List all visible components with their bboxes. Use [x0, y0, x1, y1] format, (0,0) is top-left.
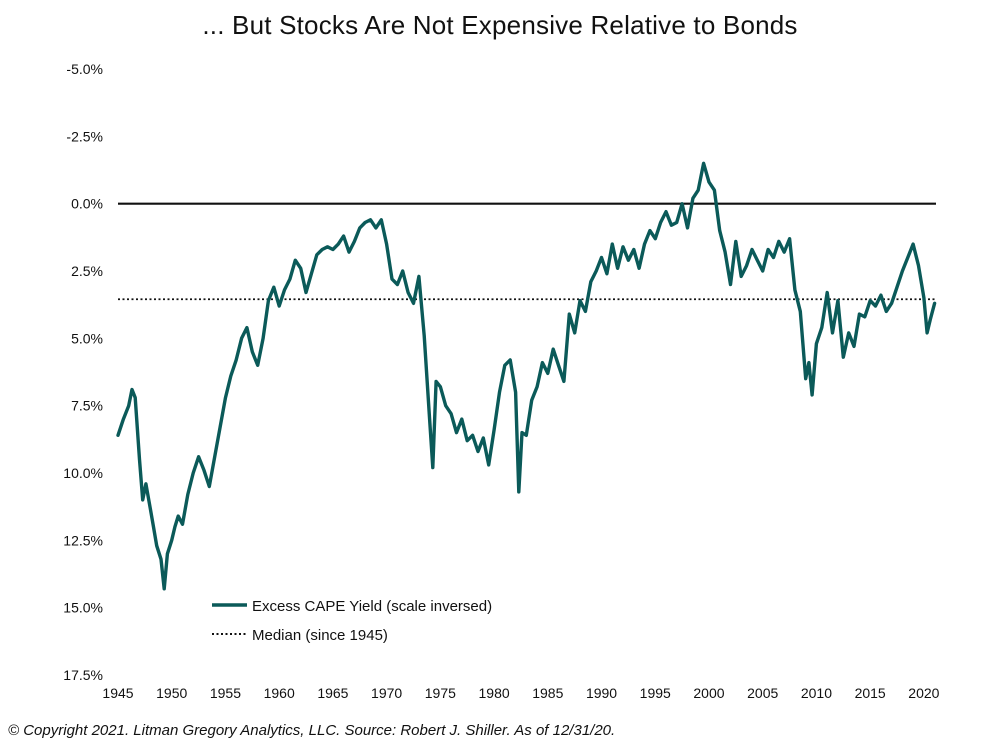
reference-lines — [118, 202, 936, 301]
x-tick-label: 1945 — [102, 685, 133, 701]
y-tick-label: 17.5% — [63, 667, 103, 683]
x-tick-label: 1955 — [210, 685, 241, 701]
x-tick-label: 2020 — [908, 685, 939, 701]
x-tick-label: 1995 — [640, 685, 671, 701]
x-tick-label: 2000 — [693, 685, 724, 701]
series-line-excess-cape-yield — [116, 161, 937, 591]
x-axis: 1945 1950 1955 1960 1965 1970 1975 1980 1985 1990… — [102, 685, 939, 701]
y-tick-label: 10.0% — [63, 465, 103, 481]
legend-label-excess-cape-yield: Excess CAPE Yield (scale inversed) — [252, 598, 492, 615]
legend: Excess CAPE Yield (scale inversed) Media… — [212, 598, 492, 644]
x-tick-label: 1990 — [586, 685, 617, 701]
y-tick-label: 7.5% — [71, 398, 103, 414]
x-tick-label: 1975 — [425, 685, 456, 701]
y-tick-label: 2.5% — [71, 263, 103, 279]
x-tick-label: 2010 — [801, 685, 832, 701]
y-tick-label: 0.0% — [71, 196, 103, 212]
x-tick-label: 1980 — [479, 685, 510, 701]
x-tick-label: 1970 — [371, 685, 402, 701]
legend-label-median: Median (since 1945) — [252, 627, 388, 644]
y-tick-label: 5.0% — [71, 330, 103, 346]
x-tick-label: 1950 — [156, 685, 187, 701]
y-axis: -5.0% -2.5% 0.0% 2.5% 5.0% 7.5% 10.0% 12.5% 15.0… — [63, 61, 103, 683]
y-tick-label: 15.0% — [63, 600, 103, 616]
x-tick-label: 1960 — [264, 685, 295, 701]
y-tick-label: 12.5% — [63, 532, 103, 548]
x-tick-label: 1985 — [532, 685, 563, 701]
x-tick-label: 1965 — [317, 685, 348, 701]
y-tick-label: -2.5% — [66, 128, 103, 144]
source-note: © Copyright 2021. Litman Gregory Analyti… — [8, 722, 616, 739]
x-tick-label: 2005 — [747, 685, 778, 701]
chart-title: ... But Stocks Are Not Expensive Relativ… — [202, 10, 798, 40]
series-layer — [116, 161, 937, 591]
x-tick-label: 2015 — [855, 685, 886, 701]
y-tick-label: -5.0% — [66, 61, 103, 77]
